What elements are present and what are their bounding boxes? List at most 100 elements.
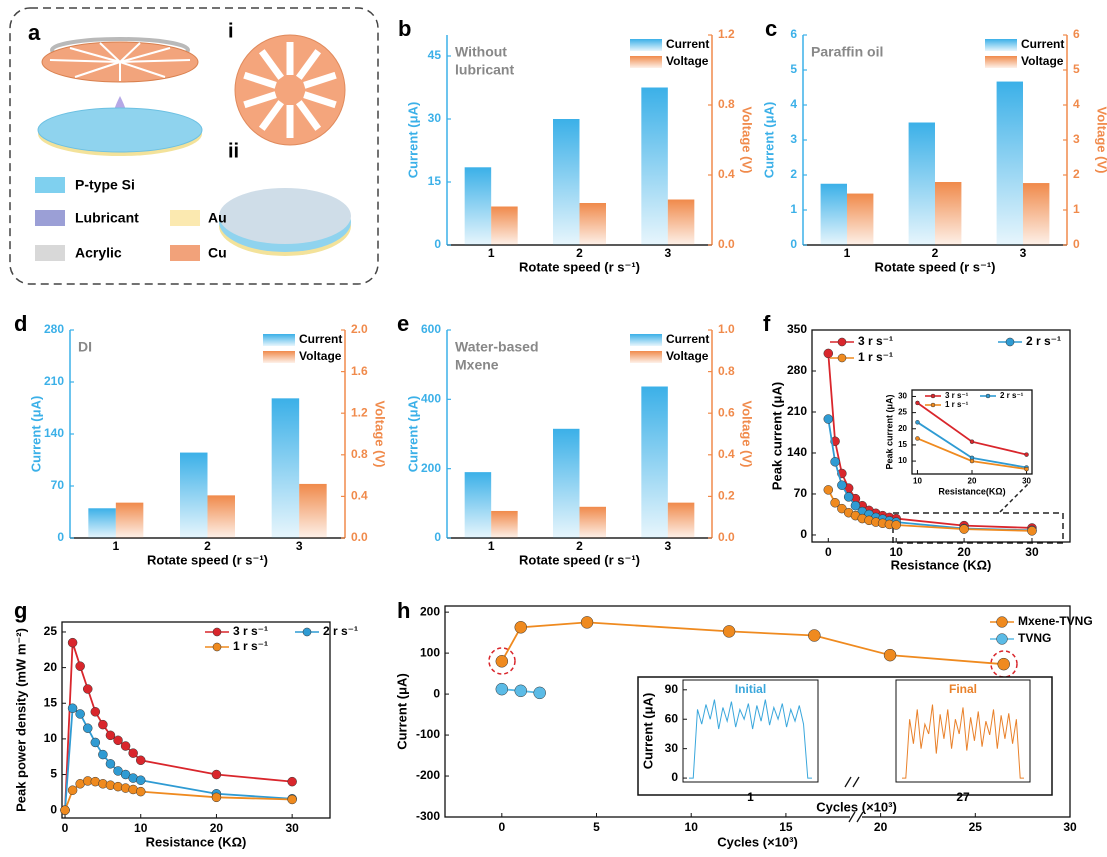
marker [533, 686, 546, 700]
marker [98, 749, 108, 760]
plot-frame [61, 621, 331, 819]
legend-label: Acrylic [75, 245, 122, 261]
si-top [219, 188, 351, 244]
axis-break-gap [846, 779, 858, 785]
y-tick-label: 140 [787, 445, 807, 459]
marker [495, 655, 509, 668]
marker [808, 629, 821, 642]
y-tick-label: 0 [50, 802, 57, 816]
x-tick-label: 0 [62, 821, 69, 835]
legend-swatch [263, 351, 295, 363]
x-axis-label: Rotate speed (r s⁻¹) [875, 259, 996, 274]
x-axis-label: Resistance (KΩ) [891, 557, 992, 572]
wheel-slots [49, 42, 191, 81]
annotation: Water-based [455, 339, 539, 355]
y2-tick-label: 0.8 [718, 364, 735, 378]
y2-tick-label: 1 [1073, 202, 1080, 216]
bar [491, 206, 518, 245]
marker [211, 769, 222, 780]
marker [135, 786, 146, 797]
panel-letter: g [14, 598, 27, 623]
legend-label: Voltage [666, 54, 709, 68]
x-tick-label: 20 [210, 821, 224, 835]
marker [850, 500, 861, 511]
legend-swatch [35, 210, 65, 226]
y-tick-label: 30 [665, 741, 679, 755]
y-axis-label: Current (μA) [405, 102, 420, 179]
highlight-circle [990, 650, 1018, 678]
marker [823, 348, 834, 359]
x-tick-label: 20 [957, 545, 971, 559]
plot-frame [811, 329, 1071, 543]
marker [128, 748, 138, 758]
x-tick-label: 25 [969, 820, 983, 834]
y-tick-label: 0 [433, 686, 440, 700]
x-tick-label: 20 [968, 476, 977, 485]
bar [908, 122, 935, 245]
legend-marker [212, 627, 222, 637]
panel-letter: c [765, 16, 777, 41]
bar [553, 428, 580, 538]
bar [88, 508, 116, 538]
marker [82, 684, 93, 694]
bar [847, 193, 874, 245]
y2-tick-label: 0.4 [718, 447, 735, 461]
x-tick-label: 1 [747, 790, 754, 804]
legend-label: 1 r s⁻¹ [233, 639, 268, 653]
y2-axis-label: Voltage (V) [740, 107, 755, 174]
bar [491, 510, 518, 538]
x-axis-label: Rotate speed (r s⁻¹) [519, 552, 640, 567]
legend-swatch [630, 334, 662, 346]
x-tick-label: 27 [956, 790, 970, 804]
plot-frame [895, 679, 1031, 783]
marker [1027, 526, 1037, 536]
annotation: Paraffin oil [811, 44, 883, 60]
y-tick-label: -300 [416, 809, 440, 823]
legend-marker [985, 393, 991, 399]
marker [287, 776, 297, 787]
y2-tick-label: 0.2 [718, 489, 735, 503]
y-tick-label: 60 [665, 711, 679, 725]
x-tick-label: 3 [1020, 246, 1027, 260]
x-tick-label: 2 [576, 246, 583, 260]
x-tick-label: 10 [913, 476, 922, 485]
bar [820, 183, 847, 245]
y-tick-label: 280 [787, 363, 807, 377]
marker [287, 794, 297, 805]
annotation: Without [455, 44, 507, 60]
marker [830, 457, 840, 467]
si-disc [37, 107, 203, 153]
marker [915, 420, 920, 425]
y-tick-label: 2 [790, 167, 797, 181]
legend-label: Voltage [666, 349, 709, 363]
legend-label: P-type Si [75, 177, 135, 193]
marker [90, 707, 101, 717]
legend-marker [212, 642, 222, 652]
marker [1024, 466, 1029, 472]
legend-label: 3 r s⁻¹ [858, 334, 893, 348]
marker [915, 436, 920, 441]
y2-tick-label: 3 [1073, 132, 1080, 146]
marker [843, 492, 854, 502]
y2-tick-label: 0.0 [351, 530, 368, 544]
y2-tick-label: 1.0 [718, 322, 735, 336]
marker [580, 616, 594, 629]
marker [67, 637, 78, 648]
highlight-circle [488, 647, 516, 675]
legend-label: Voltage [299, 349, 342, 363]
bar [579, 506, 606, 538]
y-tick-label: 5 [790, 62, 797, 76]
x-tick-label: 30 [1025, 545, 1039, 559]
marker [891, 520, 901, 530]
marker [75, 661, 85, 671]
y-tick-label: 25 [44, 624, 58, 638]
legend-label: 3 r s⁻¹ [945, 391, 969, 400]
marker [82, 723, 93, 733]
y-axis-label: Current (μA) [28, 396, 43, 473]
x-tick-label: 0 [498, 820, 505, 834]
y-tick-label: 0 [800, 527, 807, 541]
marker [969, 439, 975, 444]
cu-wheel-top [234, 34, 346, 146]
marker [120, 741, 131, 751]
marker [113, 735, 123, 746]
